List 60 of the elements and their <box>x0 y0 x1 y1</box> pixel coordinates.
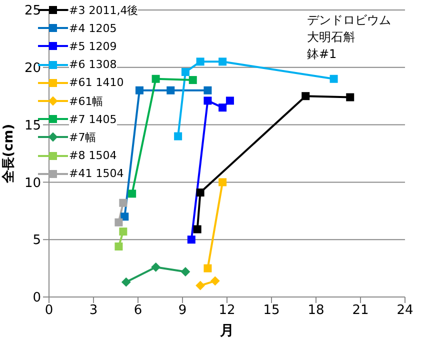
point <box>119 198 128 207</box>
point <box>226 96 234 105</box>
point <box>151 262 160 272</box>
point <box>218 104 227 112</box>
y-tick-label: 10 <box>24 176 41 191</box>
point <box>196 58 204 66</box>
point <box>188 76 197 84</box>
point <box>181 68 190 76</box>
point <box>346 93 354 102</box>
x-tick-label: 0 <box>44 303 54 318</box>
point <box>119 228 128 236</box>
y-tick-label: 0 <box>32 290 41 306</box>
point <box>152 74 160 83</box>
point <box>128 190 136 198</box>
x-tick-label: 9 <box>178 303 187 318</box>
x-tick-label: 21 <box>352 303 369 318</box>
point <box>114 218 123 226</box>
point <box>187 236 196 244</box>
point <box>204 96 212 105</box>
point <box>204 264 212 272</box>
x-tick-label: 3 <box>89 303 98 318</box>
point <box>166 86 175 94</box>
point <box>302 92 310 100</box>
legend-label: #7幅 <box>69 130 96 145</box>
point <box>122 278 131 287</box>
x-tick-label: 6 <box>134 303 142 318</box>
legend-label: #41 1504 <box>69 167 124 180</box>
point <box>210 276 220 286</box>
legend-label: #4 1205 <box>69 22 117 35</box>
y-tick-label: 25 <box>24 4 41 19</box>
legend-label: #8 1504 <box>69 149 117 162</box>
point <box>218 58 227 66</box>
point <box>218 178 227 186</box>
legend-label: #7 1405 <box>69 112 117 126</box>
x-tick-label: 15 <box>263 303 280 318</box>
point <box>196 281 205 290</box>
y-tick-label: 15 <box>24 118 41 134</box>
annotation: 大明石斛 <box>307 29 356 46</box>
point <box>120 212 129 221</box>
legend-label: #61 1410 <box>69 76 124 90</box>
point <box>174 132 182 140</box>
point <box>196 188 204 197</box>
legend-label: #3 2011,4後 <box>69 2 138 18</box>
point <box>114 242 123 250</box>
legend-label: #61幅 <box>69 94 104 109</box>
legend-label: #5 1209 <box>69 40 117 53</box>
x-tick-label: 18 <box>308 303 324 318</box>
legend-label: #6 1308 <box>69 58 117 72</box>
point <box>204 86 212 94</box>
annotation: 鉢#1 <box>307 46 338 63</box>
x-tick-label: 24 <box>396 303 414 318</box>
point <box>180 267 190 276</box>
point <box>135 86 144 94</box>
x-tick-label: 12 <box>218 303 236 318</box>
point <box>193 225 202 234</box>
y-tick-label: 5 <box>32 233 41 248</box>
point <box>330 74 338 83</box>
x-axis-title: 月 <box>219 323 234 339</box>
annotation: デンドロビウム <box>307 12 391 29</box>
y-axis-title: 全長(cm) <box>2 124 17 184</box>
